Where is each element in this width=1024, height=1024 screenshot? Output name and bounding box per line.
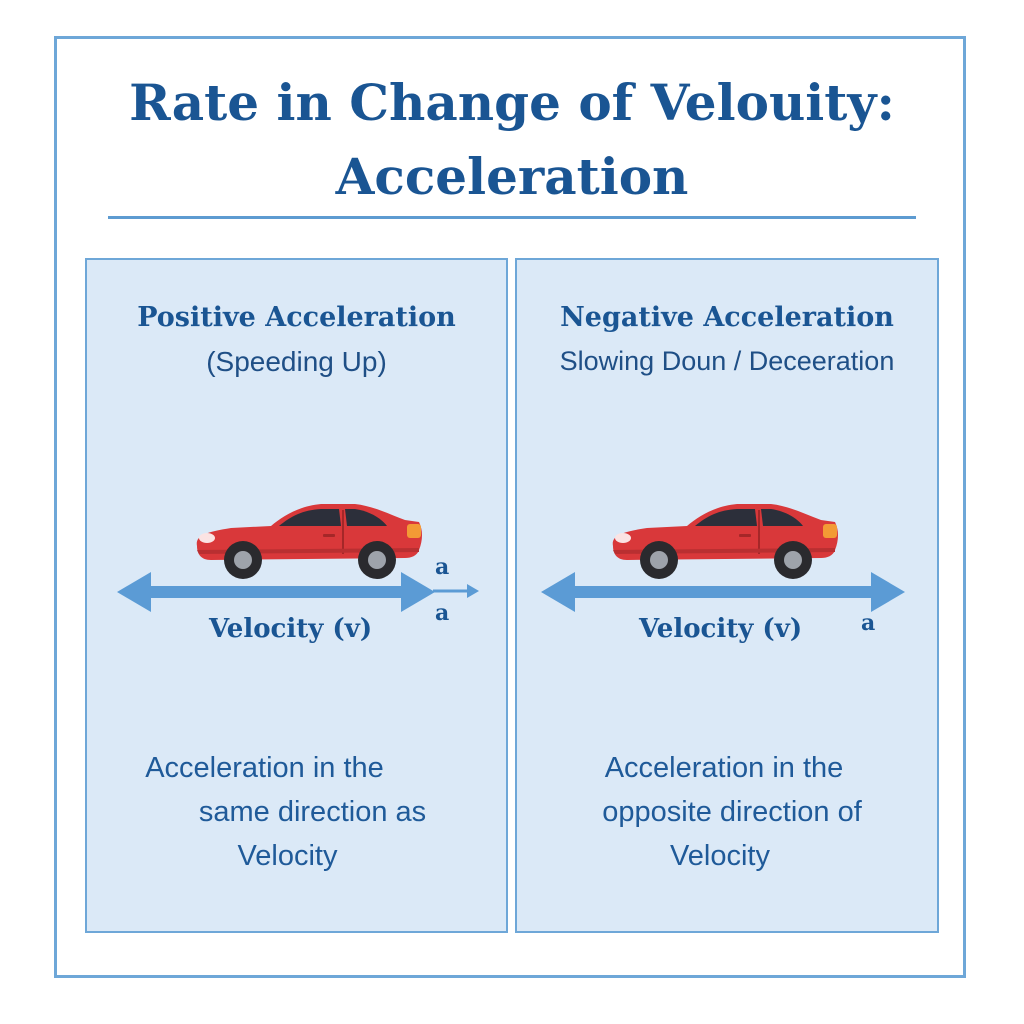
page-title: Rate in Change of Velouity: Acceleration: [0, 66, 1024, 214]
double-arrow-icon: [117, 572, 435, 612]
description-line: Acceleration in the: [145, 752, 384, 784]
panel-description: Acceleration in the same direction as Ve…: [85, 746, 504, 878]
panel-subheading: Slowing Doun / Deceeration: [559, 346, 895, 376]
positive-acceleration-panel: Positive Acceleration (Speeding Up) a a …: [85, 258, 508, 933]
small-arrow-icon: [433, 584, 479, 598]
panel-description: Acceleration in the opposite direction o…: [517, 746, 937, 878]
acceleration-label: a: [435, 600, 450, 626]
negative-acceleration-panel: Negative Acceleration Slowing Doun / Dec…: [515, 258, 939, 933]
velocity-label: Velocity (v): [639, 614, 803, 644]
description-line: Velocity: [670, 840, 770, 872]
acceleration-label: a: [435, 554, 450, 580]
double-arrow-icon: [541, 572, 905, 612]
acceleration-label: a: [861, 610, 876, 636]
panel-heading: Negative Acceleration: [560, 302, 894, 333]
description-line: Acceleration in the: [604, 752, 844, 784]
title-divider: [108, 216, 916, 219]
description-line: same direction as: [198, 796, 427, 828]
car-icon: [196, 504, 422, 579]
title-line-2: Acceleration: [335, 147, 689, 206]
panel-heading: Positive Acceleration: [137, 302, 456, 333]
velocity-label: Velocity (v): [209, 614, 373, 644]
description-line: Velocity: [237, 840, 338, 872]
title-line-1: Rate in Change of Velouity:: [129, 73, 895, 132]
panel-subheading: (Speeding Up): [206, 346, 387, 377]
description-line: opposite direction of: [602, 796, 862, 828]
car-icon: [612, 504, 838, 579]
